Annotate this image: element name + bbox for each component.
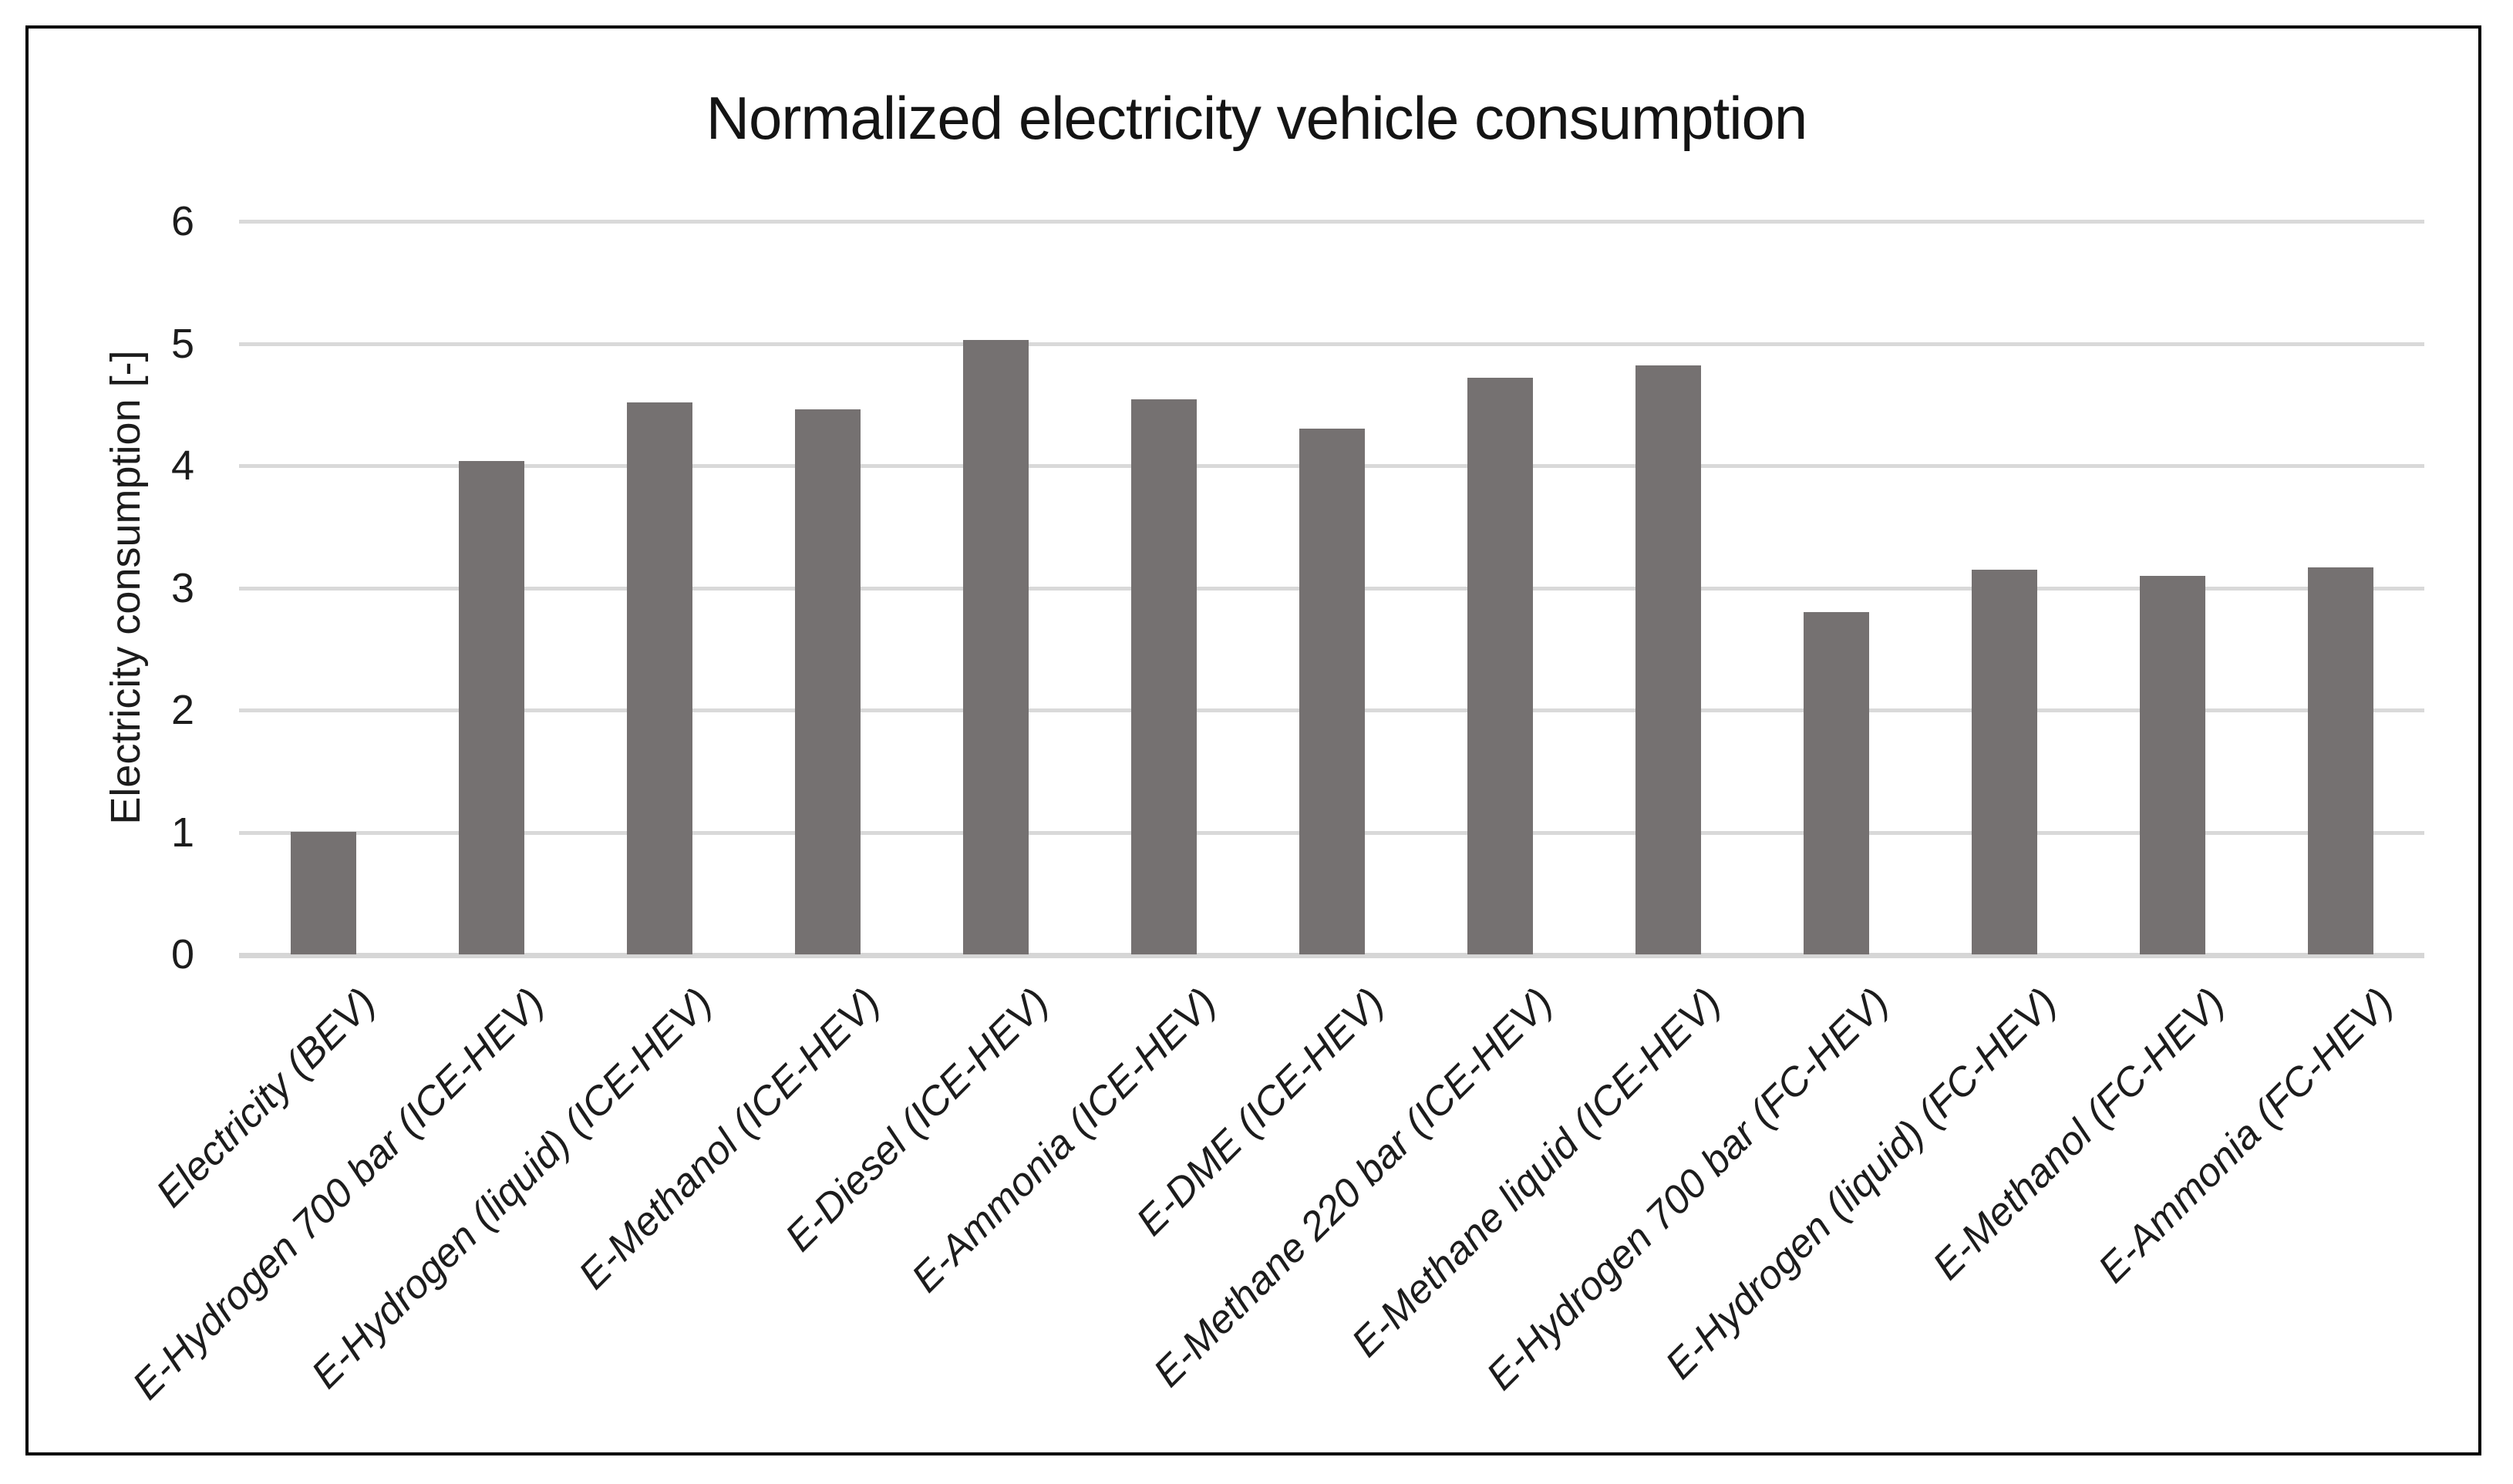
bar [290, 832, 356, 954]
bar [1130, 399, 1197, 954]
bar [458, 461, 524, 954]
bar [626, 402, 692, 954]
y-tick-label: 2 [170, 687, 194, 733]
y-tick-label: 4 [170, 443, 194, 489]
bar [1467, 378, 1533, 954]
chart-title: Normalized electricity vehicle consumpti… [706, 84, 1808, 152]
gridline [239, 342, 2424, 346]
gridline [239, 220, 2424, 224]
bar [1635, 365, 1701, 954]
y-tick-label: 6 [170, 198, 194, 244]
y-tick-label: 5 [170, 320, 194, 367]
plot-area [239, 220, 2424, 958]
bar [794, 409, 861, 954]
bar [962, 340, 1029, 954]
y-tick-label: 1 [170, 809, 194, 856]
bar [2139, 576, 2205, 954]
x-axis-line [239, 953, 2424, 958]
bar [1971, 570, 2037, 954]
chart-border-frame [25, 25, 2481, 1455]
bar [2307, 567, 2373, 954]
y-tick-label: 0 [170, 931, 194, 978]
y-tick-label: 3 [170, 564, 194, 611]
bar [1299, 429, 1365, 954]
bar [1803, 612, 1869, 954]
